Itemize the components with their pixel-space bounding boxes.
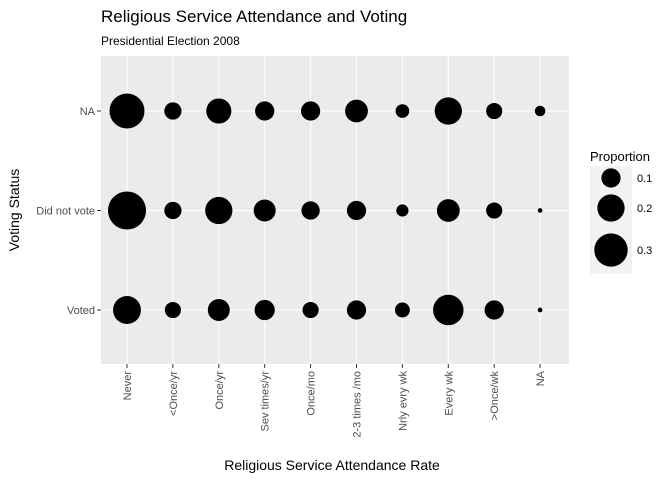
legend-key-symbol bbox=[594, 233, 628, 267]
data-point bbox=[484, 300, 504, 320]
x-tick-label: Never bbox=[122, 371, 134, 401]
x-tick-label: <Once/yr bbox=[168, 371, 180, 416]
data-point bbox=[300, 101, 321, 121]
chart-title: Religious Service Attendance and Voting bbox=[101, 7, 407, 26]
data-points bbox=[107, 93, 546, 326]
data-point bbox=[109, 93, 145, 129]
x-axis: Never <Once/yr Once/yr Sev times/yr Once/mo 2… bbox=[122, 364, 547, 438]
data-point bbox=[205, 196, 233, 225]
data-point bbox=[253, 199, 276, 222]
data-point bbox=[164, 201, 182, 220]
data-point bbox=[395, 104, 410, 118]
x-axis-title: Religious Service Attendance Rate bbox=[224, 457, 440, 473]
data-point bbox=[534, 105, 546, 117]
data-point bbox=[302, 301, 319, 319]
legend-label: 0.2 bbox=[637, 203, 652, 215]
plot-panel bbox=[101, 56, 569, 364]
x-tick-label: Once/yr bbox=[214, 371, 226, 410]
data-point bbox=[486, 202, 503, 219]
y-tick-label: NA bbox=[80, 106, 96, 118]
data-point bbox=[537, 208, 543, 213]
x-tick-label: >Once/wk bbox=[489, 371, 501, 421]
data-point bbox=[301, 201, 320, 220]
data-point bbox=[486, 102, 503, 120]
data-point bbox=[207, 299, 230, 321]
x-tick-label: NA bbox=[535, 370, 547, 386]
chart-subtitle: Presidential Election 2008 bbox=[101, 34, 240, 48]
data-point bbox=[436, 199, 460, 222]
legend-key-symbol bbox=[597, 194, 625, 222]
x-tick-label: Sev times/yr bbox=[260, 371, 272, 432]
data-point bbox=[434, 97, 462, 125]
data-point bbox=[345, 99, 368, 123]
legend-label: 0.3 bbox=[637, 245, 652, 257]
x-tick-label: Nrly evry wk bbox=[397, 371, 409, 431]
x-tick-label: Once/mo bbox=[306, 371, 318, 416]
y-tick-label: Did not vote bbox=[36, 206, 95, 218]
data-point bbox=[206, 98, 232, 124]
legend-title: Proportion bbox=[590, 149, 650, 164]
data-point bbox=[396, 204, 409, 217]
x-tick-label: 2-3 times /mo bbox=[352, 371, 364, 438]
y-tick-label: Voted bbox=[67, 305, 95, 317]
data-point bbox=[254, 299, 275, 321]
data-point bbox=[107, 191, 147, 230]
data-point bbox=[346, 200, 367, 221]
legend-label: 0.1 bbox=[637, 173, 652, 185]
data-point bbox=[394, 302, 410, 318]
data-point bbox=[433, 294, 464, 326]
data-point bbox=[255, 101, 275, 121]
data-point bbox=[537, 307, 543, 313]
legend-key-symbol bbox=[601, 168, 621, 188]
data-point bbox=[164, 301, 181, 319]
x-tick-label: Every wk bbox=[443, 371, 455, 416]
y-axis-title: Voting Status bbox=[6, 169, 22, 252]
data-point bbox=[113, 296, 141, 324]
legend: Proportion 0.1 0.2 0.3 bbox=[590, 149, 652, 274]
data-point bbox=[164, 102, 182, 120]
legend-keys: 0.1 0.2 0.3 bbox=[590, 166, 652, 274]
data-point bbox=[346, 300, 367, 320]
y-axis: Voted Did not vote NA bbox=[36, 106, 101, 317]
